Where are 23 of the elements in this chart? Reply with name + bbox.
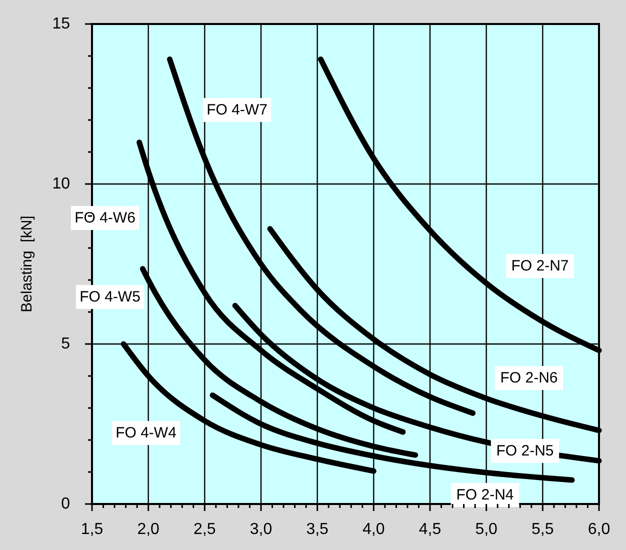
y-tick-label: 15 bbox=[52, 16, 70, 32]
x-tick-label: 4,0 bbox=[362, 521, 385, 538]
x-tick-label: 5,0 bbox=[475, 521, 498, 538]
x-tick-label: 3,5 bbox=[306, 521, 329, 538]
annotation: FO 4-W4 bbox=[116, 424, 176, 442]
x-tick-label: 4,5 bbox=[418, 521, 442, 538]
x-tick-label: 1,5 bbox=[80, 521, 104, 538]
annotation: FO 4-W5 bbox=[80, 288, 140, 306]
y-tick-label: 10 bbox=[52, 176, 70, 192]
x-tick-label: 6,0 bbox=[588, 521, 610, 538]
x-tick-label: 3,0 bbox=[250, 521, 272, 538]
annotation: FO 2-N5 bbox=[496, 442, 554, 460]
y-axis-title: Belasting [kN] bbox=[18, 216, 36, 312]
annotation: FO 4-W7 bbox=[206, 102, 268, 118]
x-tick-label: 2,5 bbox=[194, 521, 216, 538]
annotation: FO 2-N4 bbox=[456, 486, 514, 504]
x-tick-label: 5,5 bbox=[532, 521, 554, 538]
y-tick-label: 5 bbox=[61, 336, 70, 352]
x-tick-label: 2,0 bbox=[137, 521, 160, 538]
y-tick-label: 0 bbox=[61, 496, 70, 512]
annotation: FO 2-N6 bbox=[500, 370, 558, 386]
annotation: FO 4-W6 bbox=[74, 210, 136, 226]
annotation: FO 2-N7 bbox=[511, 258, 569, 274]
